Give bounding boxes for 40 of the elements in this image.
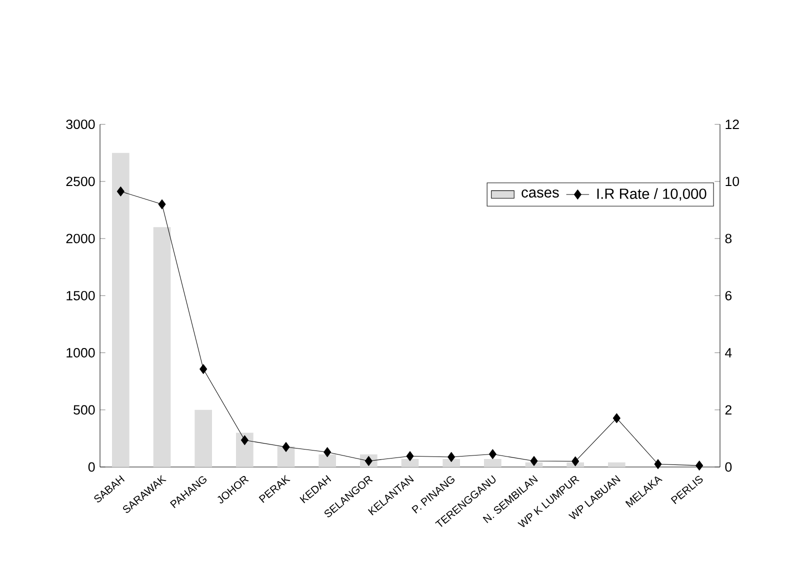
point <box>654 459 662 470</box>
legend-label: cases <box>522 190 559 198</box>
point <box>448 452 456 462</box>
point <box>406 451 414 462</box>
bar <box>484 458 502 467</box>
y2-tick-label: 8 <box>725 234 732 244</box>
bar <box>318 454 336 467</box>
y-tick-label: 2500 <box>66 176 95 186</box>
y-tick-label: 1000 <box>66 348 95 358</box>
bar <box>194 410 212 467</box>
y2-tick-label: 10 <box>726 176 740 186</box>
y2-tick-label: 0 <box>725 462 732 472</box>
point <box>158 199 166 210</box>
y2-tick-label: 12 <box>726 120 739 129</box>
point <box>116 186 124 196</box>
y-tick-label: 1500 <box>66 290 95 300</box>
bar <box>153 227 171 467</box>
legend-label: I.R Rate / 10,000 <box>597 188 706 201</box>
y2-tick-label: 4 <box>725 348 732 358</box>
bar <box>112 152 130 467</box>
bar <box>277 446 295 467</box>
y-tick-label: 2000 <box>66 234 95 244</box>
point <box>324 447 332 458</box>
y2-tick-label: 2 <box>725 405 732 415</box>
bar <box>442 458 460 467</box>
y2-tick-label: 6 <box>725 290 732 300</box>
point <box>612 413 620 424</box>
bar <box>401 458 419 467</box>
point <box>488 449 496 460</box>
bar <box>608 462 626 467</box>
bar <box>236 432 254 467</box>
y-tick-label: 3000 <box>66 120 95 130</box>
y-tick-label: 500 <box>74 405 95 415</box>
point <box>696 460 704 470</box>
point <box>572 456 580 466</box>
y-tick-label: 0 <box>88 462 95 472</box>
point <box>240 435 248 446</box>
point <box>530 456 538 466</box>
point <box>282 442 290 452</box>
point <box>200 364 208 374</box>
